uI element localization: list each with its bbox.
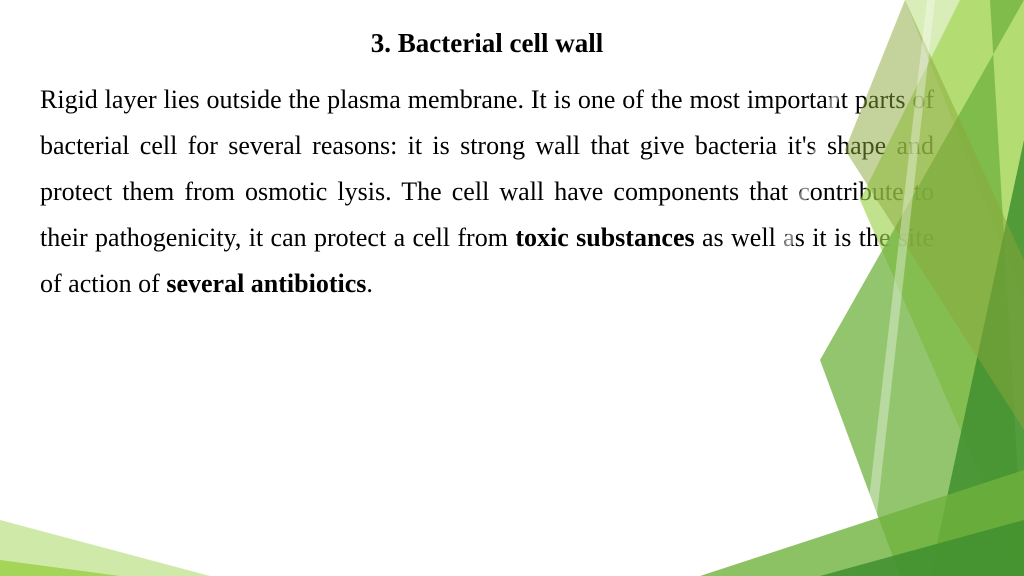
body-text-bold: toxic substances — [515, 223, 694, 252]
slide: 3. Bacterial cell wall Rigid layer lies … — [0, 0, 1024, 576]
body-paragraph: Rigid layer lies outside the plasma memb… — [40, 77, 934, 307]
body-text-segment: . — [366, 269, 373, 298]
slide-title: 3. Bacterial cell wall — [40, 28, 934, 59]
body-text-bold: several antibiotics — [166, 269, 366, 298]
